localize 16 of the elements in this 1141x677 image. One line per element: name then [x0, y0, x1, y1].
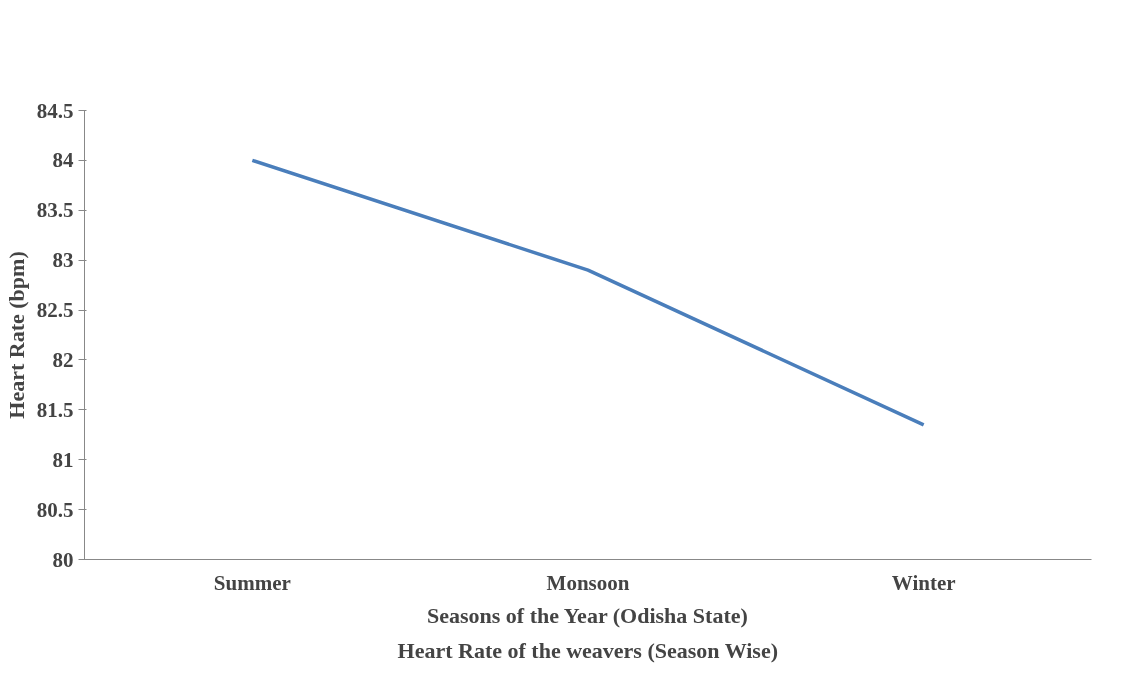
- y-tick-label: 82.5: [36, 298, 74, 323]
- y-axis-title: Heart Rate (bpm): [3, 251, 29, 419]
- text: Heart Rate of the weavers (Season Wise): [397, 637, 779, 663]
- y-tick-label: 84.5: [36, 98, 74, 123]
- x-axis-title: Seasons of the Year (Odisha State): [426, 602, 748, 628]
- y-tick-label: 80: [52, 547, 74, 572]
- y-tick-label: 84: [52, 148, 74, 173]
- y-tick-label: 81.5: [36, 397, 74, 422]
- y-tick-label: 81: [52, 447, 74, 472]
- x-tick-label: Monsoon: [546, 570, 630, 595]
- y-tick-label: 82: [52, 347, 74, 372]
- x-tick-label: Summer: [213, 570, 291, 595]
- y-tick-label: 83: [52, 248, 74, 273]
- y-tick-label: 80.5: [36, 497, 74, 522]
- y-tick-label: 83.5: [36, 198, 74, 223]
- x-tick-label: Winter: [891, 570, 956, 595]
